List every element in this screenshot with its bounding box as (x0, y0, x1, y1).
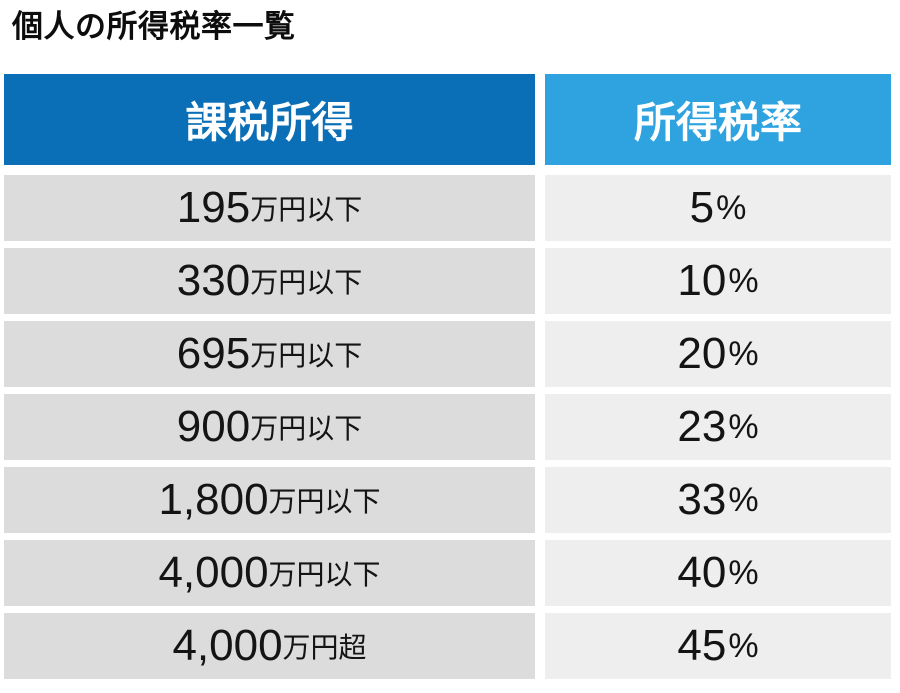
tax-rate-cell: 33% (545, 467, 891, 533)
percent-sign: % (728, 480, 759, 519)
taxable-income-cell: 195 万円以下 (4, 175, 535, 241)
header-taxable-income: 課税所得 (4, 74, 535, 165)
tax-rate-cell: 20% (545, 321, 891, 387)
income-amount: 330 (176, 256, 251, 305)
percent-sign: % (716, 188, 747, 227)
table-row: 4,000 万円以下 40% (4, 540, 891, 606)
tax-rate-cell: 10% (545, 248, 891, 314)
table-row: 695 万円以下 20% (4, 321, 891, 387)
rate-value: 20 (677, 329, 727, 378)
tax-rate-cell: 23% (545, 394, 891, 460)
tax-rate-cell: 40% (545, 540, 891, 606)
percent-sign: % (728, 626, 759, 665)
percent-sign: % (728, 261, 759, 300)
rate-value: 40 (677, 548, 727, 597)
header-taxable-income-label: 課税所得 (185, 99, 354, 146)
income-unit: 万円以下 (268, 486, 381, 517)
header-income-tax-rate-label: 所得税率 (633, 99, 802, 146)
rate-value: 5 (689, 183, 715, 232)
tax-rate-cell: 5% (545, 175, 891, 241)
table-row: 900 万円以下 23% (4, 394, 891, 460)
rate-value: 23 (677, 402, 727, 451)
percent-sign: % (728, 407, 759, 446)
income-unit: 万円以下 (250, 413, 363, 444)
tax-rate-cell: 45% (545, 613, 891, 679)
income-unit: 万円以下 (268, 559, 381, 590)
income-amount: 195 (176, 183, 251, 232)
income-amount: 4,000 (158, 548, 269, 597)
income-amount: 1,800 (158, 475, 269, 524)
rate-value: 45 (677, 621, 727, 670)
table-header-row: 課税所得 所得税率 (4, 74, 891, 165)
page-title: 個人の所得税率一覧 (12, 9, 296, 44)
income-unit: 万円以下 (250, 194, 363, 225)
percent-sign: % (728, 334, 759, 373)
income-unit: 万円超 (282, 632, 367, 663)
rate-value: 33 (677, 475, 727, 524)
table-row: 195 万円以下 5% (4, 175, 891, 241)
taxable-income-cell: 900 万円以下 (4, 394, 535, 460)
taxable-income-cell: 695 万円以下 (4, 321, 535, 387)
taxable-income-cell: 1,800 万円以下 (4, 467, 535, 533)
taxable-income-cell: 330 万円以下 (4, 248, 535, 314)
header-income-tax-rate: 所得税率 (545, 74, 891, 165)
income-amount: 4,000 (172, 621, 283, 670)
income-tax-table: 課税所得 所得税率 195 万円以下 5% 330 万円以下 10% 695 万円以下… (4, 74, 891, 679)
taxable-income-cell: 4,000 万円超 (4, 613, 535, 679)
table-row: 1,800 万円以下 33% (4, 467, 891, 533)
taxable-income-cell: 4,000 万円以下 (4, 540, 535, 606)
table-row: 4,000 万円超 45% (4, 613, 891, 679)
table-row: 330 万円以下 10% (4, 248, 891, 314)
income-amount: 900 (176, 402, 251, 451)
income-unit: 万円以下 (250, 267, 363, 298)
percent-sign: % (728, 553, 759, 592)
income-unit: 万円以下 (250, 340, 363, 371)
income-amount: 695 (176, 329, 251, 378)
rate-value: 10 (677, 256, 727, 305)
